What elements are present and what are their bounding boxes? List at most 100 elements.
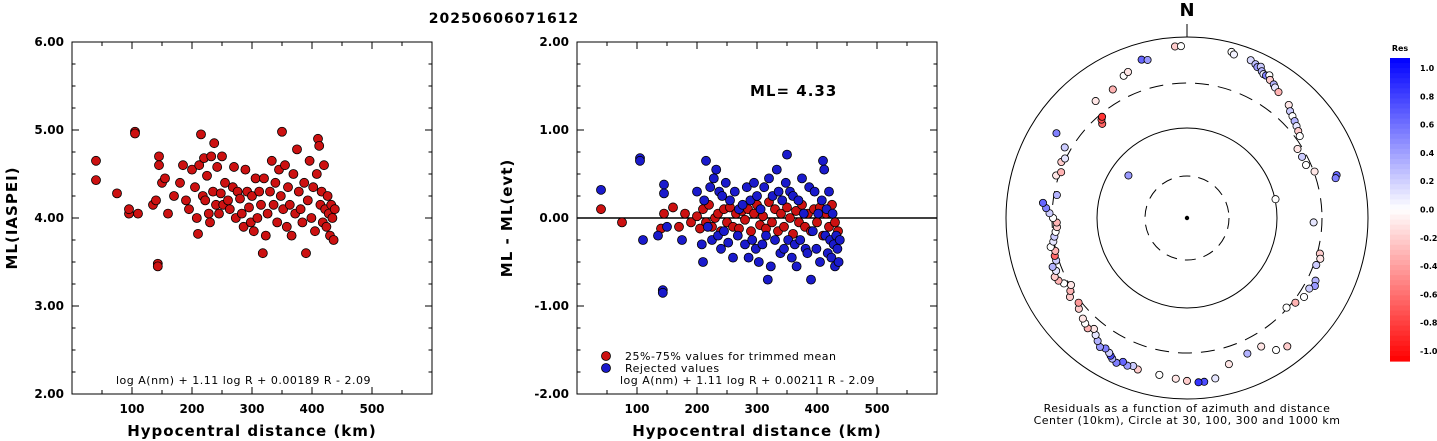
colorbar-segment <box>1390 189 1410 195</box>
ml-point <box>154 160 164 171</box>
x-tick-label: 200 <box>684 402 709 416</box>
ml-point <box>301 248 311 259</box>
rejected-point <box>786 252 797 263</box>
accepted-point <box>746 226 756 237</box>
rejected-point <box>725 195 735 206</box>
rejected-point <box>702 221 713 232</box>
ml-point <box>220 177 230 188</box>
colorbar-segment <box>1390 123 1410 130</box>
map-station-point <box>1257 342 1266 351</box>
ml-point <box>327 213 338 223</box>
x-tick-label: 300 <box>239 402 264 416</box>
y-tick-label: -1.00 <box>534 299 569 313</box>
accepted-point <box>617 217 627 228</box>
rejected-point <box>720 177 731 188</box>
ml-point <box>321 221 332 232</box>
map-station-point <box>1108 85 1117 94</box>
map-station-point <box>1274 88 1283 97</box>
rejected-point <box>771 164 782 175</box>
map-station-point <box>1052 191 1061 200</box>
colorbar-segment <box>1390 63 1410 69</box>
colorbar <box>1390 58 1410 362</box>
residual-distance-formula: log A(nm) + 1.11 log R + 0.00211 R - 2.0… <box>620 374 875 387</box>
map-station-point <box>1091 97 1100 106</box>
rejected-point <box>699 195 710 206</box>
ml-point <box>292 144 302 155</box>
map-station-point <box>1176 42 1185 51</box>
colorbar-segment <box>1390 133 1410 140</box>
accepted-point <box>812 217 822 228</box>
ml-point <box>247 191 257 201</box>
accepted-point <box>779 221 789 232</box>
rejected-point <box>728 252 738 263</box>
x-tick-label: 100 <box>119 402 144 416</box>
ml-distance-ticks: 100 200 300 400 500 2.00 3.00 4.00 5.00 6.00 <box>34 35 432 416</box>
colorbar-segment <box>1390 234 1410 241</box>
ml-point <box>196 129 206 140</box>
residual-distance-panel: 100 200 300 400 500 -2.00 -1.00 0.00 1.00 2.00 ML… <box>498 35 938 440</box>
x-tick-label: 200 <box>179 402 204 416</box>
ml-point <box>265 186 275 197</box>
colorbar-segment <box>1390 224 1410 231</box>
colorbar-title: Res <box>1392 44 1409 53</box>
colorbar-segment <box>1390 310 1410 317</box>
map-station-point <box>1194 378 1203 387</box>
legend-rejected-marker <box>601 363 611 373</box>
rejected-point <box>797 173 807 184</box>
rejected-point <box>653 230 663 241</box>
rejected-point <box>737 199 748 210</box>
colorbar-segment <box>1390 229 1410 236</box>
ml-distance-points <box>91 126 340 272</box>
ml-point <box>130 128 140 139</box>
rejected-point <box>827 208 838 219</box>
ml-point <box>304 155 315 166</box>
ml-point <box>286 230 297 241</box>
map-station-point <box>1309 218 1318 227</box>
map-station-point <box>1295 132 1304 141</box>
map-station-point <box>1310 167 1319 176</box>
rejected-point <box>662 221 672 232</box>
ml-point <box>252 213 263 223</box>
rejected-point <box>698 257 708 267</box>
colorbar-tick-label: -0.2 <box>1420 234 1437 243</box>
figure-title: 20250606071612 <box>429 11 579 27</box>
ml-point <box>191 213 202 223</box>
legend-rejected-label: Rejected values <box>625 362 720 375</box>
ml-point <box>190 182 200 193</box>
rejected-point <box>780 177 791 188</box>
ml-point <box>272 217 283 228</box>
x-tick-label: 100 <box>624 402 649 416</box>
ml-point <box>200 195 211 206</box>
ml-point <box>281 221 292 232</box>
y-tick-label: -2.00 <box>534 387 569 401</box>
colorbar-segment <box>1390 315 1410 322</box>
rejected-point <box>765 261 776 272</box>
colorbar-segment <box>1390 113 1410 120</box>
ml-point <box>268 199 279 210</box>
colorbar-segment <box>1390 83 1410 89</box>
residual-distance-ticks: 100 200 300 400 500 -2.00 -1.00 0.00 1.00 2.00 <box>534 35 937 416</box>
x-tick-label: 300 <box>744 402 769 416</box>
rejected-point <box>755 204 766 215</box>
colorbar-segment <box>1390 73 1410 79</box>
colorbar-segment <box>1390 285 1410 291</box>
map-station-point <box>1067 280 1076 289</box>
rejected-point <box>705 182 716 193</box>
colorbar-tick-label: -0.8 <box>1420 319 1437 328</box>
ml-point <box>275 191 286 201</box>
residual-distance-xlabel: Hypocentral distance (km) <box>632 422 882 440</box>
rejected-point <box>782 149 792 160</box>
map-station-point <box>1271 195 1280 204</box>
colorbar-segment <box>1390 239 1410 246</box>
rejected-point <box>824 186 834 197</box>
rejected-point <box>732 230 743 241</box>
colorbar-segment <box>1390 214 1410 221</box>
colorbar-segment <box>1390 148 1410 155</box>
rejected-point <box>596 184 606 195</box>
map-station-point <box>1283 342 1292 351</box>
colorbar-tick-label: 0.2 <box>1420 177 1434 186</box>
rejected-point <box>819 164 830 175</box>
ring-100km <box>1096 127 1278 309</box>
colorbar-segment <box>1390 265 1410 271</box>
